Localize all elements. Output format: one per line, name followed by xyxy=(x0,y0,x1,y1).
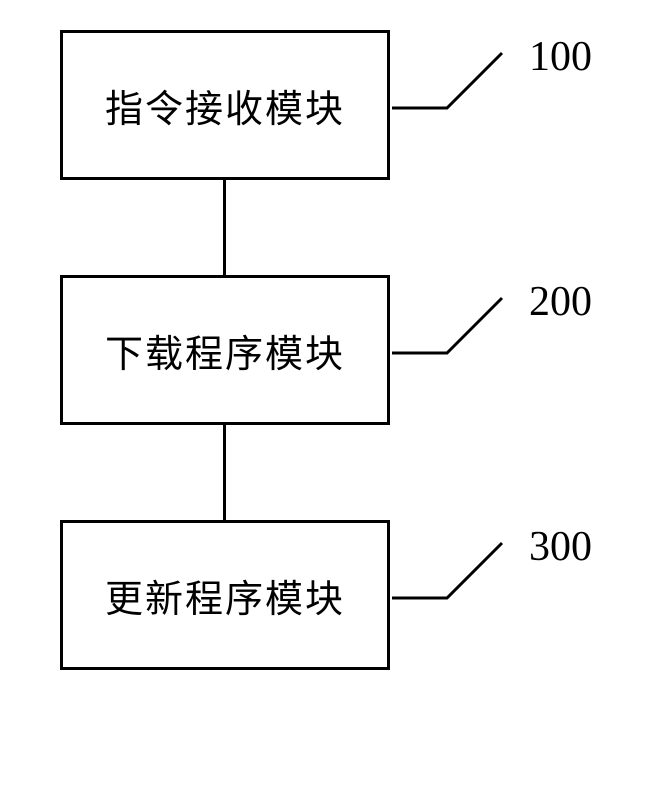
callout-line-icon xyxy=(392,43,512,123)
callout-number: 200 xyxy=(529,278,592,326)
callout-line-icon xyxy=(392,288,512,368)
flowchart-container: 指令接收模块 100 下载程序模块 200 更新程序模块 300 xyxy=(60,30,600,670)
node-label: 更新程序模块 xyxy=(105,568,345,623)
node-label: 指令接收模块 xyxy=(105,78,345,133)
flowchart-node: 更新程序模块 300 xyxy=(60,520,390,670)
node-label: 下载程序模块 xyxy=(105,323,345,378)
flowchart-node: 下载程序模块 200 xyxy=(60,275,390,425)
connector-line xyxy=(223,180,226,275)
callout-line-icon xyxy=(392,533,512,613)
callout-number: 300 xyxy=(529,523,592,571)
callout: 300 xyxy=(392,533,592,603)
connector-line xyxy=(223,425,226,520)
callout: 200 xyxy=(392,288,592,358)
callout-number: 100 xyxy=(529,33,592,81)
flowchart-node: 指令接收模块 100 xyxy=(60,30,390,180)
callout: 100 xyxy=(392,43,592,113)
